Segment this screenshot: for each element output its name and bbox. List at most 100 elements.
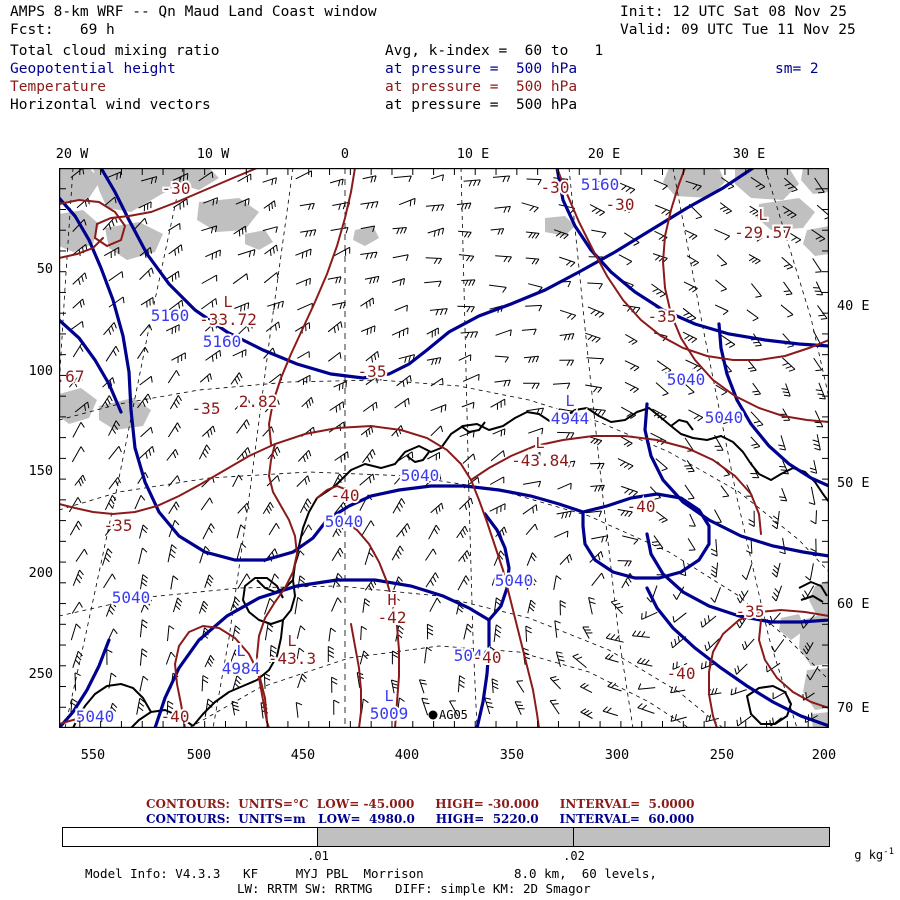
header-block: AMPS 8-km WRF -- Qn Maud Land Coast wind… [0,0,900,130]
svg-text:-30: -30 [606,195,635,214]
svg-text:-43.84: -43.84 [511,451,569,470]
model-info-line1: Model Info: V4.3.3 KF MYJ PBL Morrison 8… [85,866,657,881]
field-label-wind: Horizontal wind vectors [10,97,211,113]
axis-label-top-5: 30 E [732,146,766,162]
axis-label-bottom-0: 550 [80,747,106,763]
svg-text:-35: -35 [104,516,133,535]
svg-text:5040: 5040 [454,646,493,665]
svg-text:L: L [223,293,232,311]
colorbar-segment-0 [63,828,318,846]
svg-text:2.82: 2.82 [239,392,278,411]
init-time: Init: 12 UTC Sat 08 Nov 25 [620,4,847,20]
colorbar-units-text: g kg [854,848,884,862]
axis-label-bottom-1: 500 [186,747,212,763]
svg-text:5040: 5040 [112,588,151,607]
smoothing-label: sm= 2 [775,61,819,77]
svg-text:5040: 5040 [325,512,364,531]
svg-text:5040: 5040 [325,512,364,531]
svg-text:-30: -30 [541,178,570,197]
axis-label-top-4: 20 E [587,146,621,162]
svg-text:L: L [384,687,393,705]
axis-label-top-1: 10 W [196,146,230,162]
svg-text:5040: 5040 [76,707,115,726]
svg-text:L: L [223,293,232,311]
svg-text:-40: -40 [627,497,656,516]
svg-text:-40: -40 [667,664,696,683]
svg-text:-43.84: -43.84 [511,451,569,470]
svg-text:2.82: 2.82 [239,392,278,411]
svg-text:5040: 5040 [76,707,115,726]
svg-text:5040: 5040 [454,646,493,665]
svg-text:4944: 4944 [551,409,590,428]
svg-text:.67: .67 [59,367,84,386]
svg-text:5160: 5160 [581,175,620,194]
valid-time: Valid: 09 UTC Tue 11 Nov 25 [620,22,856,38]
svg-text:-35: -35 [736,602,765,621]
svg-text:5040: 5040 [112,588,151,607]
svg-text:-35: -35 [358,362,387,381]
field-detail-temperature: at pressure = 500 hPa [385,79,578,95]
axis-label-top-0: 20 W [55,146,89,162]
map-panel[interactable]: 5160 5160 5160 5160 5160 5160 5040 5040 5040… [59,168,829,728]
colorbar-tick-0: .01 [307,849,329,863]
svg-text:-40: -40 [627,497,656,516]
svg-text:5040: 5040 [495,571,534,590]
axis-label-bottom-2: 450 [290,747,316,763]
svg-text:5160: 5160 [203,332,242,351]
svg-text:-35: -35 [192,399,221,418]
axis-label-left-3: 200 [28,565,53,581]
svg-text:-35: -35 [648,307,677,326]
svg-text:5160: 5160 [203,332,242,351]
model-info-line2: LW: RRTM SW: RRTMG DIFF: simple KM: 2D S… [237,881,591,896]
svg-text:4984: 4984 [222,659,261,678]
svg-text:L: L [535,434,544,452]
model-title: AMPS 8-km WRF -- Qn Maud Land Coast wind… [10,4,377,20]
svg-text:-29.57: -29.57 [734,223,792,242]
axis-label-bottom-5: 300 [604,747,630,763]
svg-text:5040: 5040 [705,408,744,427]
cloud-mixing-ratio-shading [59,168,829,728]
colorbar[interactable] [62,827,830,847]
svg-text:AGO5: AGO5 [439,708,468,722]
svg-text:L: L [565,392,574,410]
axis-label-left-4: 250 [28,666,53,682]
field-detail-geopotential: at pressure = 500 hPa [385,61,578,77]
svg-text:-35: -35 [736,602,765,621]
svg-text:-40: -40 [473,648,502,667]
axis-label-top-2: 0 [340,146,350,162]
coastline [72,407,829,728]
axis-label-right-2: 60 E [837,596,870,612]
svg-text:5040: 5040 [667,370,706,389]
svg-text:-40: -40 [331,486,360,505]
svg-text:-35: -35 [358,362,387,381]
svg-text:L: L [287,632,296,650]
map-frame [59,168,829,728]
axis-label-bottom-7: 200 [811,747,837,763]
svg-text:-43.3: -43.3 [268,649,316,668]
svg-text:5160: 5160 [581,175,620,194]
colorbar-tick-1: .02 [563,849,585,863]
svg-text:L: L [236,642,245,660]
svg-text:5160: 5160 [151,306,190,325]
colorbar-units: g kg-1 [854,847,894,862]
svg-text:-35: -35 [648,307,677,326]
svg-text:L: L [384,687,393,705]
contour-info-geopotential: CONTOURS: UNITS=m LOW= 4980.0 HIGH= 5220… [146,812,695,826]
svg-text:L: L [758,206,767,224]
svg-text:L: L [236,642,245,660]
svg-text:.67: .67 [59,367,84,386]
svg-text:-40: -40 [667,664,696,683]
field-detail-cloud: Avg, k-index = 60 to 1 [385,43,604,59]
colorbar-segment-1 [318,828,573,846]
svg-text:-40: -40 [331,486,360,505]
svg-text:L: L [565,392,574,410]
svg-text:-35: -35 [104,516,133,535]
svg-text:4944: 4944 [551,409,590,428]
svg-text:-30: -30 [162,179,191,198]
svg-text:-40: -40 [161,707,190,726]
svg-text:5040: 5040 [401,466,440,485]
field-label-temperature: Temperature [10,79,107,95]
svg-text:-40: -40 [473,648,502,667]
